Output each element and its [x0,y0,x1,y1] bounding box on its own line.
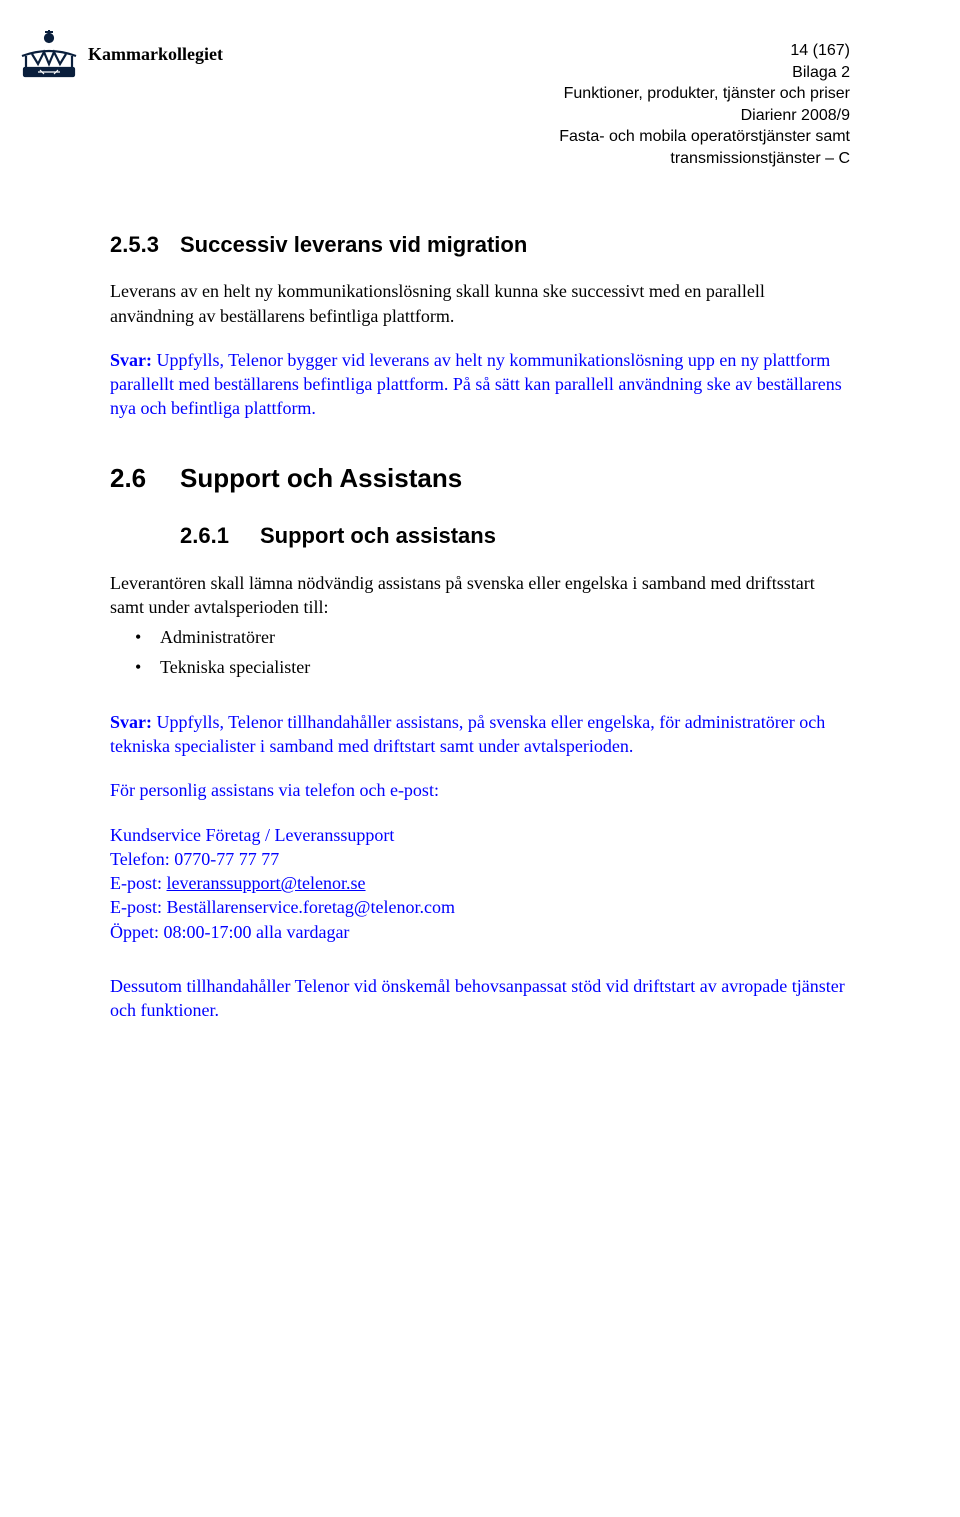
section-title: Support och assistans [260,523,496,548]
section-heading-2-6-1: 2.6.1Support och assistans [180,521,850,551]
svar-label: Svar: [110,350,152,370]
body-paragraph: Dessutom tillhandahåller Telenor vid öns… [110,974,850,1023]
header-line: Diarienr 2008/9 [110,105,850,127]
org-logo: Kammarkollegiet [18,28,223,80]
header-line: transmissionstjänster – C [110,148,850,170]
contact-email-line: E-post: Beställarenservice.foretag@telen… [110,895,850,919]
svar-text: Uppfylls, Telenor tillhandahåller assist… [110,712,825,756]
document-page: Kammarkollegiet 14 (167) Bilaga 2 Funkti… [0,0,960,1123]
email-link[interactable]: leveranssupport@telenor.se [167,873,366,893]
body-paragraph: För personlig assistans via telefon och … [110,778,850,802]
section-number: 2.6.1 [180,521,260,551]
list-item: Tekniska specialister [135,655,850,679]
list-item-text: Administratörer [160,627,275,647]
org-name: Kammarkollegiet [88,42,223,66]
section-title: Successiv leverans vid migration [180,232,527,257]
crown-icon [18,28,80,80]
header-line: Fasta- och mobila operatörstjänster samt [110,126,850,148]
header-line: Funktioner, produkter, tjänster och pris… [110,83,850,105]
email-label: E-post: [110,897,167,917]
contact-phone: Telefon: 0770-77 77 77 [110,847,850,871]
section-heading-2-6: 2.6Support och Assistans [110,461,850,496]
list-item: Administratörer [135,625,850,649]
bullet-list: Administratörer Tekniska specialister [135,625,850,680]
contact-block: Kundservice Företag / Leveranssupport Te… [110,823,850,944]
contact-org: Kundservice Företag / Leveranssupport [110,823,850,847]
svar-text: Uppfylls, Telenor bygger vid leverans av… [110,350,842,419]
section-number: 2.5.3 [110,230,180,260]
svar-paragraph: Svar: Uppfylls, Telenor bygger vid lever… [110,348,850,421]
section-heading-2-5-3: 2.5.3Successiv leverans vid migration [110,230,850,260]
contact-hours: Öppet: 08:00-17:00 alla vardagar [110,920,850,944]
email-text: Beställarenservice.foretag@telenor.com [167,897,455,917]
section-number: 2.6 [110,461,180,496]
list-item-text: Tekniska specialister [160,657,310,677]
body-paragraph: Leverantören skall lämna nödvändig assis… [110,571,850,620]
body-paragraph: Leverans av en helt ny kommunikationslös… [110,279,850,328]
svar-label: Svar: [110,712,152,732]
section-title: Support och Assistans [180,463,462,493]
svar-paragraph: Svar: Uppfylls, Telenor tillhandahåller … [110,710,850,759]
email-label: E-post: [110,873,167,893]
contact-email-line: E-post: leveranssupport@telenor.se [110,871,850,895]
